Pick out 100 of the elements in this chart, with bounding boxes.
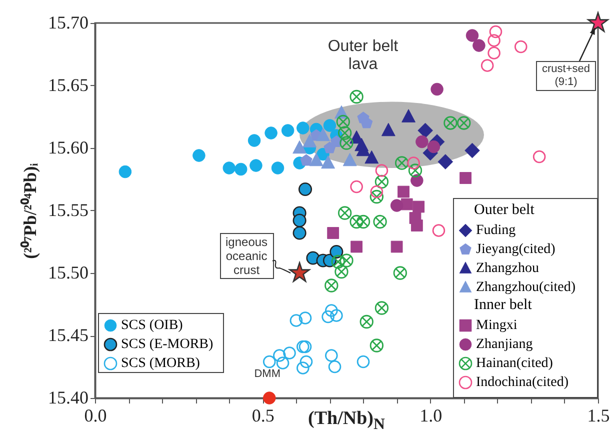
point [466,29,479,42]
point [432,224,446,237]
point [328,360,342,374]
point [292,140,307,154]
point [488,46,500,60]
point [356,355,370,368]
x-tick-label: 0.0 [84,406,107,426]
legend-label: SCS (E-MORB) [121,336,214,352]
point [354,138,369,152]
point [289,262,310,282]
point [300,355,313,368]
point [418,122,433,138]
point [300,154,312,166]
point [416,135,428,148]
annotation: Outer belt lava [326,38,400,74]
x-tick-label: 0.5 [252,406,274,426]
point [488,34,500,47]
point [457,116,471,130]
point [292,214,306,228]
point [340,136,354,150]
y-axis-title: (²⁰⁷Pb/²⁰⁴Pb)ᵢ [20,163,40,259]
y-tick-label: 15.65 [48,75,88,95]
point [375,164,388,177]
point [489,25,502,38]
point [298,312,312,324]
point [281,124,294,137]
point [381,122,396,136]
point [464,142,480,158]
legend-label: Zhanjiang [476,336,533,352]
point [290,314,303,327]
point [248,134,261,147]
legend-label: Jieyang(cited) [476,242,556,258]
point [460,172,472,184]
label-box: igneous oceanic crust [220,233,274,279]
legend-label: Hainan(cited) [476,356,553,372]
point [330,244,344,259]
point [350,90,364,104]
point [283,346,296,360]
point [234,162,248,176]
point [327,227,340,239]
annotation: DMM [253,368,282,381]
point [480,59,494,72]
point [373,214,387,229]
point [323,119,336,132]
point [395,156,409,170]
x-axis-title: (Th/Nb)$_{N}$ [308,408,385,433]
point [356,214,370,229]
legend-label: SCS (OIB) [121,318,183,334]
point [296,362,310,374]
y-tick-label: 15.60 [48,138,88,158]
legend-label: Zhangzhou(cited) [476,280,576,296]
point [296,122,310,134]
point [342,152,357,166]
point [325,304,338,317]
point [430,82,444,96]
point [298,182,312,196]
point [250,159,262,172]
point [271,162,284,174]
y-tick-label: 15.55 [48,200,88,220]
y-tick-label: 15.50 [48,262,88,282]
point [325,349,338,362]
point [192,149,206,162]
point [350,180,363,194]
y-tick-label: 15.45 [48,325,88,345]
label-box: crust+sed (9:1) [536,61,596,91]
legend-label: Indochina(cited) [476,374,569,390]
point [390,199,404,212]
annotation: Inner belt [473,297,533,315]
point [273,349,286,362]
point [292,226,306,240]
point [472,39,486,52]
point [296,340,310,354]
legend-label: Zhangzhou [476,260,539,276]
point [408,164,422,178]
point [350,214,364,229]
point [324,278,338,292]
point [360,116,373,128]
point [438,154,454,170]
legend-label: Fuding [476,222,516,238]
x-tick-label: 1.5 [587,406,610,426]
point [331,254,345,269]
point [330,309,343,322]
point [410,220,423,232]
point [118,165,132,178]
point [324,142,336,154]
point [364,150,379,164]
point [532,150,546,164]
point [370,185,384,198]
point [390,240,403,253]
point [222,162,236,174]
legend-label: Mingxi [476,318,518,334]
point [316,128,330,142]
point [398,186,410,198]
y-tick-label: 15.40 [48,388,88,408]
point [374,174,389,189]
x-tick-label: 1.0 [420,406,442,426]
point [336,114,350,129]
legend-label: SCS (MORB) [121,356,200,372]
point [514,40,528,54]
point [350,240,363,253]
